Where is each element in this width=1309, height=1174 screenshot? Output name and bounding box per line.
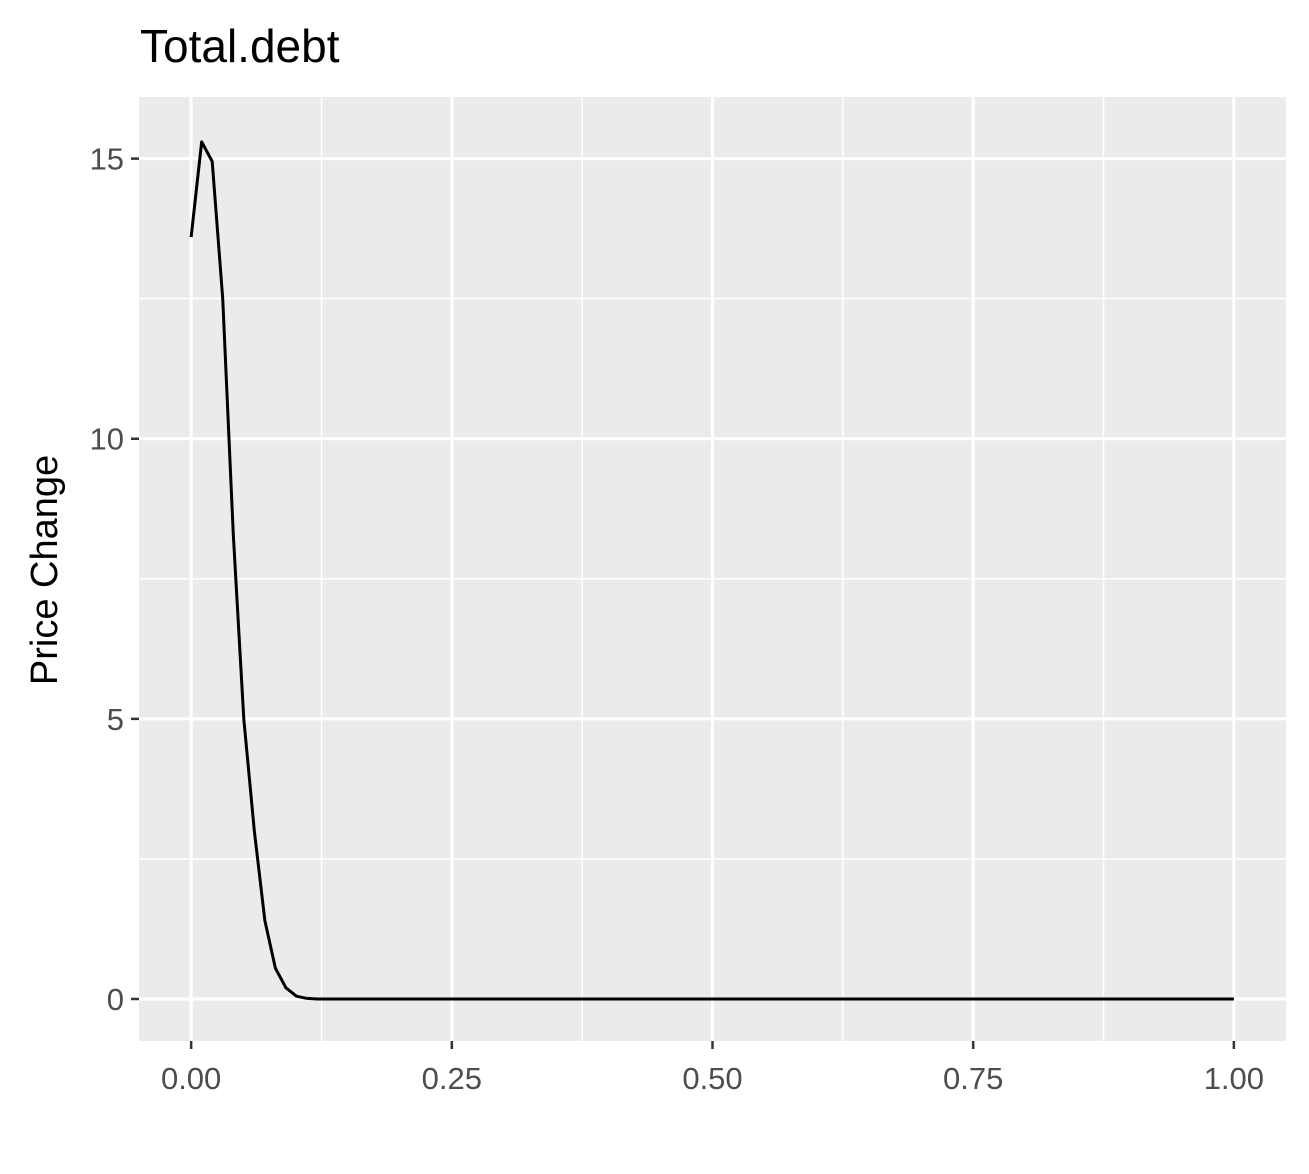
y-tick-label: 15 bbox=[90, 142, 124, 177]
x-tick-label: 0.75 bbox=[943, 1061, 1003, 1096]
series-line bbox=[189, 140, 1234, 1001]
y-tick-label: 5 bbox=[107, 702, 124, 737]
y-axis-label: Price Change bbox=[24, 455, 66, 685]
x-tick-label: 0.25 bbox=[422, 1061, 482, 1096]
chart-title: Total.debt bbox=[140, 20, 340, 72]
x-tick-label: 0.50 bbox=[682, 1061, 742, 1096]
axis-ticks bbox=[131, 157, 1236, 1049]
series-layer bbox=[189, 140, 1234, 1001]
grid-major bbox=[139, 97, 1286, 1041]
x-tick-label: 0.00 bbox=[161, 1061, 221, 1096]
y-tick-label: 10 bbox=[90, 422, 124, 457]
y-tick-label: 0 bbox=[107, 982, 124, 1017]
tick-labels: 0.00 0.25 0.50 0.75 1.00 0 5 10 15 bbox=[90, 142, 1265, 1096]
x-tick-label: 1.00 bbox=[1204, 1061, 1264, 1096]
